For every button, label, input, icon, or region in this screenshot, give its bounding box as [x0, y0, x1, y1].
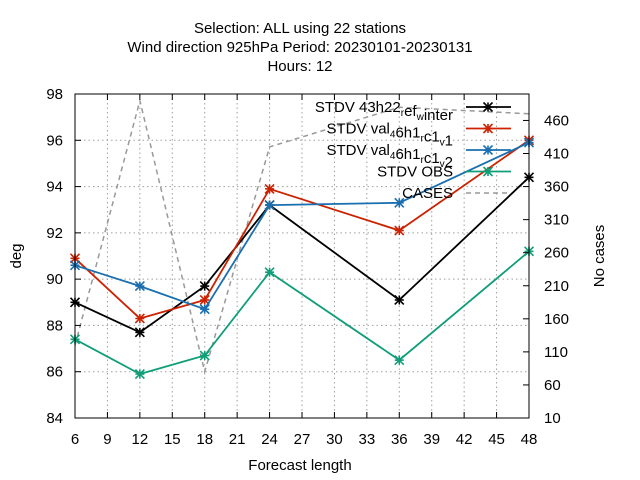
- title-line-1: Selection: ALL using 22 stations: [194, 20, 406, 37]
- y2-tick-label: 360: [544, 179, 569, 196]
- x-tick-label: 48: [521, 431, 538, 448]
- data-point-0-4: [394, 294, 405, 306]
- x-tick-label: 36: [391, 431, 408, 448]
- chart-title: Selection: ALL using 22 stations Wind di…: [127, 20, 472, 75]
- series-line-3: [74, 250, 530, 375]
- y2-tick-label: 410: [544, 146, 569, 163]
- x-tick-label: 9: [103, 431, 111, 448]
- y2-tick-label: 210: [544, 278, 569, 295]
- y-tick-label: 96: [46, 132, 63, 149]
- y-tick-label: 92: [46, 225, 63, 242]
- y2-tick-label: 310: [544, 212, 569, 229]
- data-point-1-3: [264, 183, 275, 194]
- y-tick-label: 88: [46, 317, 63, 334]
- series-line-4: [74, 100, 530, 375]
- data-point-3-3: [264, 267, 275, 278]
- tick-labels: 6 9 12 15 18 21 24 27 30 33 36 39 42 45 48 84 86 88 90 92 94…: [46, 86, 569, 448]
- x-tick-label: 21: [229, 431, 246, 448]
- plot-frame: [74, 93, 530, 419]
- data-point-3-1: [134, 368, 145, 380]
- legend-marker-0: [482, 101, 494, 113]
- x-tick-label: 33: [359, 431, 376, 448]
- x-axis-label: Forecast length: [248, 457, 351, 474]
- legend-label-4: CASES: [402, 185, 453, 202]
- x-tick-label: 30: [326, 431, 343, 448]
- legend-marker-1: [482, 123, 494, 134]
- data-point-2-3: [264, 200, 275, 211]
- legend-label-1: STDV val46h1rc1v1: [327, 121, 453, 150]
- x-tick-label: 12: [132, 431, 149, 448]
- series-line-2: [74, 141, 530, 311]
- series-layer: [69, 100, 535, 380]
- y-axis-label: deg: [8, 243, 25, 268]
- data-point-2-4: [394, 197, 405, 208]
- x-tick-label: 15: [164, 431, 181, 448]
- y2-tick-label: 160: [544, 311, 569, 328]
- x-tick-label: 39: [423, 431, 440, 448]
- data-point-2-1: [134, 281, 145, 292]
- y-tick-label: 84: [46, 410, 63, 427]
- legend-marker-2: [482, 144, 494, 156]
- x-tick-label: 6: [71, 431, 79, 448]
- title-line-2: Wind direction 925hPa Period: 20230101-2…: [127, 39, 472, 56]
- y-tick-label: 94: [46, 179, 63, 196]
- y-tick-label: 98: [46, 86, 63, 103]
- data-point-0-1: [134, 327, 145, 338]
- series-line-1: [74, 139, 530, 320]
- x-tick-label: 18: [196, 431, 213, 448]
- y2-tick-label: 260: [544, 245, 569, 262]
- data-point-1-4: [394, 225, 405, 236]
- y2-tick-label: 110: [544, 344, 568, 361]
- data-point-2-2: [199, 304, 210, 315]
- title-line-3: Hours: 12: [267, 58, 332, 75]
- data-point-1-1: [134, 313, 145, 324]
- y-tick-label: 86: [46, 364, 63, 381]
- y2-tick-label: 10: [544, 410, 561, 427]
- y2-tick-label: 460: [544, 112, 569, 129]
- x-tick-label: 27: [294, 431, 311, 448]
- x-tick-label: 42: [456, 431, 473, 448]
- data-point-3-2: [199, 350, 210, 361]
- legend-marker-3: [482, 166, 494, 177]
- legend-label-3: STDV OBS: [377, 164, 453, 181]
- legend-label-0: STDV 43h22refwinter: [315, 99, 453, 124]
- y2-axis-label: No cases: [591, 225, 608, 288]
- data-point-0-2: [199, 281, 210, 292]
- x-tick-label: 45: [488, 431, 505, 448]
- data-point-3-4: [394, 355, 405, 366]
- legend-label-2: STDV val46h1rc1v2: [327, 142, 453, 171]
- y2-tick-label: 60: [544, 377, 561, 394]
- x-tick-label: 24: [261, 431, 278, 448]
- y-tick-label: 90: [46, 271, 63, 288]
- grid: [75, 94, 529, 418]
